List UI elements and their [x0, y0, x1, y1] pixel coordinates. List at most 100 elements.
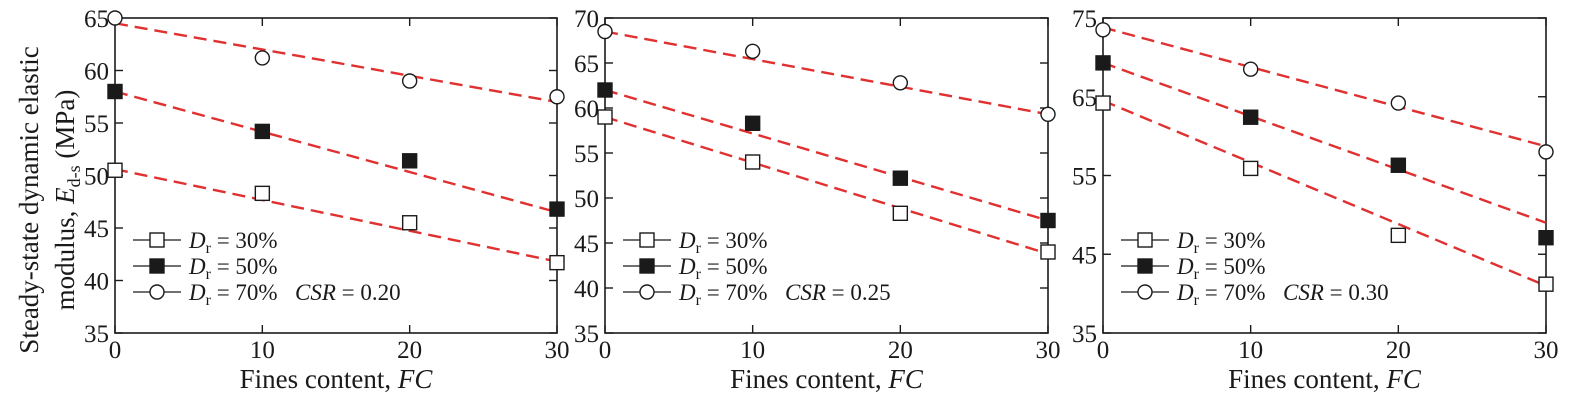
data-point-D50 — [549, 201, 565, 217]
legend-subscript: r — [696, 240, 702, 257]
x-axis-label-text: Fines content, — [240, 364, 398, 394]
legend-label: Dr = 30% — [188, 228, 278, 257]
y-tick-label: 55 — [1072, 164, 1097, 191]
fit-line-D30 — [1102, 99, 1547, 287]
legend-value: = 50% — [1199, 254, 1266, 279]
x-tick-label: 30 — [545, 337, 570, 364]
y-tick-label: 35 — [84, 321, 109, 348]
y-axis-subscript: d-s — [64, 165, 84, 187]
x-tick-label: 20 — [1386, 337, 1411, 364]
x-tick-label: 0 — [1097, 337, 1110, 364]
series-D70 — [597, 23, 1056, 123]
x-axis-label: Fines content, FC — [1228, 364, 1422, 394]
legend-symbol: D — [678, 228, 696, 253]
legend-symbol: D — [678, 280, 696, 305]
x-axis-symbol: FC — [397, 364, 433, 394]
csr-value: = 0.20 — [336, 280, 401, 305]
series-D50 — [107, 83, 565, 217]
data-point-D50 — [401, 153, 418, 169]
x-tick-label: 10 — [250, 337, 275, 364]
y-tick-label: 45 — [574, 231, 599, 258]
y-tick-label: 50 — [574, 186, 599, 213]
data-point-D70 — [744, 43, 761, 59]
legend: Dr = 30%Dr = 50%Dr = 70% CSR = 0.25 — [623, 228, 891, 309]
legend-marker — [639, 258, 655, 274]
data-point-D50 — [254, 123, 271, 140]
csr-symbol: CSR — [295, 280, 336, 305]
y-tick-label: 40 — [84, 269, 109, 296]
data-point-D70 — [1242, 61, 1259, 77]
series-D30 — [1095, 95, 1554, 292]
series-D50 — [1095, 55, 1554, 246]
legend-marker — [1137, 284, 1153, 300]
x-tick-label: 0 — [109, 337, 122, 364]
data-point-D70 — [1095, 22, 1111, 38]
legend-symbol: D — [678, 254, 696, 279]
legend-subscript: r — [696, 266, 702, 283]
legend-symbol: D — [1176, 254, 1194, 279]
y-axis-label-line1: Steady-state dynamic elastic — [14, 46, 44, 353]
plot-frame — [604, 17, 1049, 334]
x-axis-label: Fines content, FC — [730, 364, 924, 394]
legend-symbol: D — [188, 280, 206, 305]
fit-line-D70 — [114, 22, 558, 104]
data-point-D50 — [1242, 109, 1259, 125]
y-tick-label: 55 — [84, 111, 109, 138]
data-point-D30 — [892, 205, 909, 222]
x-axis-symbol: FC — [1385, 364, 1421, 394]
csr-value: = 0.30 — [1324, 280, 1389, 305]
data-point-D30 — [1242, 160, 1259, 177]
y-axis-label-2: modulus, Ed-s (MPa) — [50, 90, 84, 311]
legend-marker — [639, 284, 655, 300]
csr-symbol: CSR — [785, 280, 826, 305]
y-tick-label: 65 — [574, 51, 599, 78]
legend-value: = 70% — [1199, 280, 1266, 305]
legend-label: Dr = 50% — [1176, 254, 1266, 283]
legend-label: Dr = 30% — [1176, 228, 1266, 257]
y-tick-label: 40 — [574, 276, 599, 303]
series-D70 — [107, 10, 565, 105]
data-point-D50 — [1040, 212, 1056, 229]
data-point-D70 — [549, 89, 565, 105]
y-tick-label: 65 — [1072, 85, 1097, 112]
x-tick-label: 20 — [888, 337, 913, 364]
legend-label: Dr = 30% — [678, 228, 768, 257]
y-tick-label: 45 — [84, 216, 109, 243]
data-point-D30 — [107, 162, 123, 178]
fit-line-D70 — [1102, 26, 1547, 148]
panels: 35 40 45 50 55 60 65 0 10 20 30 Fines content, FC Dr… — [84, 6, 1559, 394]
legend-value: = 30% — [701, 228, 768, 253]
x-tick-label: 20 — [397, 337, 422, 364]
legend-symbol: D — [188, 254, 206, 279]
y-axis-label-line2: modulus, — [50, 204, 80, 311]
csr-symbol: CSR — [1283, 280, 1324, 305]
legend-marker — [1137, 258, 1153, 274]
legend-subscript: r — [1194, 240, 1200, 257]
y-axis-label: Steady-state dynamic elastic — [14, 46, 44, 353]
data-point-D70 — [254, 50, 271, 66]
data-point-D70 — [597, 23, 613, 40]
legend-subscript: r — [206, 292, 212, 309]
data-point-D70 — [1040, 106, 1056, 123]
legend-symbol: D — [1176, 280, 1194, 305]
legend-marker — [149, 232, 165, 248]
x-tick-label: 10 — [740, 337, 765, 364]
y-tick-label: 50 — [84, 164, 109, 191]
legend-subscript: r — [1194, 292, 1200, 309]
chart-panel-1: 35 40 45 50 55 60 65 0 10 20 30 Fines content, FC Dr… — [84, 6, 570, 394]
fit-line-D30 — [604, 115, 1049, 255]
y-tick-label: 45 — [1072, 242, 1097, 269]
x-axis-label: Fines content, FC — [240, 364, 434, 394]
data-point-D30 — [1095, 95, 1111, 111]
fit-line-D50 — [604, 88, 1049, 222]
data-point-D30 — [744, 154, 761, 170]
data-point-D50 — [744, 115, 761, 132]
legend-subscript: r — [696, 292, 702, 309]
legend-subscript: r — [1194, 266, 1200, 283]
series-D30 — [597, 109, 1056, 260]
series-D70 — [1095, 22, 1554, 160]
fit-line-D30 — [114, 168, 558, 263]
legend: Dr = 30%Dr = 50%Dr = 70% CSR = 0.30 — [1121, 228, 1389, 309]
x-tick-label: 10 — [1238, 337, 1263, 364]
